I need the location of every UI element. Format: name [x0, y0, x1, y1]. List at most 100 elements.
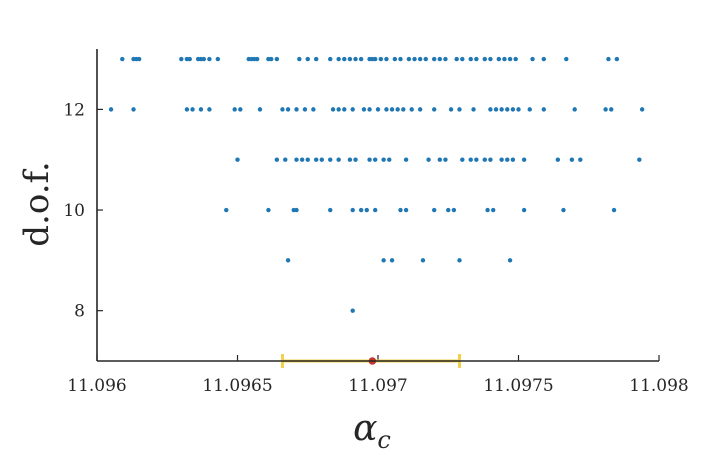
data-point	[364, 207, 369, 213]
data-point	[328, 56, 333, 62]
data-point	[336, 56, 341, 62]
data-point	[614, 56, 620, 62]
axes	[96, 49, 659, 362]
data-point	[496, 56, 502, 62]
data-point	[499, 107, 504, 112]
data-point	[488, 107, 493, 112]
data-point	[606, 56, 611, 62]
tick-layer: 11.096 11.0965 11.097 11.0975 11.098 8 10 12	[63, 100, 688, 396]
data-point	[294, 107, 299, 112]
data-point	[269, 56, 274, 62]
data-point	[454, 56, 459, 62]
data-point	[527, 107, 532, 112]
data-point	[564, 56, 569, 62]
data-point	[190, 107, 195, 112]
data-point	[305, 157, 310, 162]
data-point	[328, 157, 333, 162]
data-point	[274, 56, 280, 62]
data-point	[342, 56, 347, 62]
data-point	[297, 56, 302, 62]
data-point	[232, 107, 237, 112]
data-point	[187, 56, 192, 62]
data-point	[384, 107, 389, 112]
data-point	[353, 157, 358, 162]
x-tick-label: 11.097	[348, 376, 407, 396]
data-point	[505, 107, 510, 112]
data-point	[285, 107, 291, 112]
data-point	[510, 157, 516, 162]
data-point	[294, 207, 299, 213]
data-point	[423, 56, 428, 62]
data-point	[474, 56, 479, 62]
data-point	[372, 157, 378, 162]
data-point	[437, 157, 443, 162]
x-tick-label: 11.098	[629, 376, 688, 396]
data-point	[389, 258, 395, 263]
data-point	[336, 157, 341, 162]
data-point	[280, 107, 285, 112]
data-point	[372, 207, 378, 213]
y-tick-label: 12	[63, 100, 85, 120]
data-point	[578, 157, 583, 162]
data-point	[510, 107, 516, 112]
data-point	[387, 157, 392, 162]
data-point	[350, 207, 355, 213]
data-point	[432, 56, 437, 62]
data-point	[457, 107, 462, 112]
data-point	[299, 157, 305, 162]
data-point	[609, 107, 614, 112]
data-point	[406, 56, 412, 62]
data-point	[471, 107, 476, 112]
data-point	[224, 207, 229, 213]
data-point	[432, 207, 437, 213]
data-point	[491, 207, 496, 213]
data-point	[555, 157, 561, 162]
data-point	[358, 207, 364, 213]
data-point	[639, 107, 645, 112]
x-tick-label: 11.0975	[483, 376, 553, 396]
data-point	[398, 56, 403, 62]
data-point	[342, 107, 347, 112]
data-point	[358, 56, 364, 62]
data-point	[521, 157, 527, 162]
y-tick-label: 8	[74, 302, 85, 322]
data-point	[460, 157, 465, 162]
data-point	[443, 157, 448, 162]
data-point	[384, 56, 389, 62]
data-point	[485, 207, 490, 213]
data-point	[274, 157, 280, 162]
data-point	[350, 308, 355, 313]
data-point	[266, 207, 271, 213]
data-point	[350, 107, 355, 112]
data-point	[572, 107, 577, 112]
data-point	[294, 157, 299, 162]
data-point	[257, 107, 263, 112]
data-point	[215, 56, 221, 62]
data-point	[513, 56, 518, 62]
data-point	[389, 107, 395, 112]
data-point	[611, 207, 617, 213]
data-point	[179, 56, 184, 62]
data-point	[451, 207, 457, 213]
data-point	[392, 56, 398, 62]
data-point	[499, 157, 504, 162]
x-axis-label: αc	[353, 408, 391, 454]
data-point	[372, 56, 378, 62]
x-tick-label: 11.096	[67, 376, 126, 396]
data-point	[319, 157, 324, 162]
data-point	[375, 107, 381, 112]
data-point	[403, 157, 409, 162]
data-point	[412, 56, 417, 62]
data-point	[398, 207, 403, 213]
data-point	[482, 56, 487, 62]
data-point	[409, 107, 414, 112]
data-point	[207, 107, 212, 112]
data-point	[313, 56, 319, 62]
data-point	[131, 107, 136, 112]
data-point	[426, 157, 431, 162]
data-point	[569, 157, 575, 162]
data-point	[457, 258, 462, 263]
data-point	[403, 207, 409, 213]
data-point	[432, 107, 437, 112]
